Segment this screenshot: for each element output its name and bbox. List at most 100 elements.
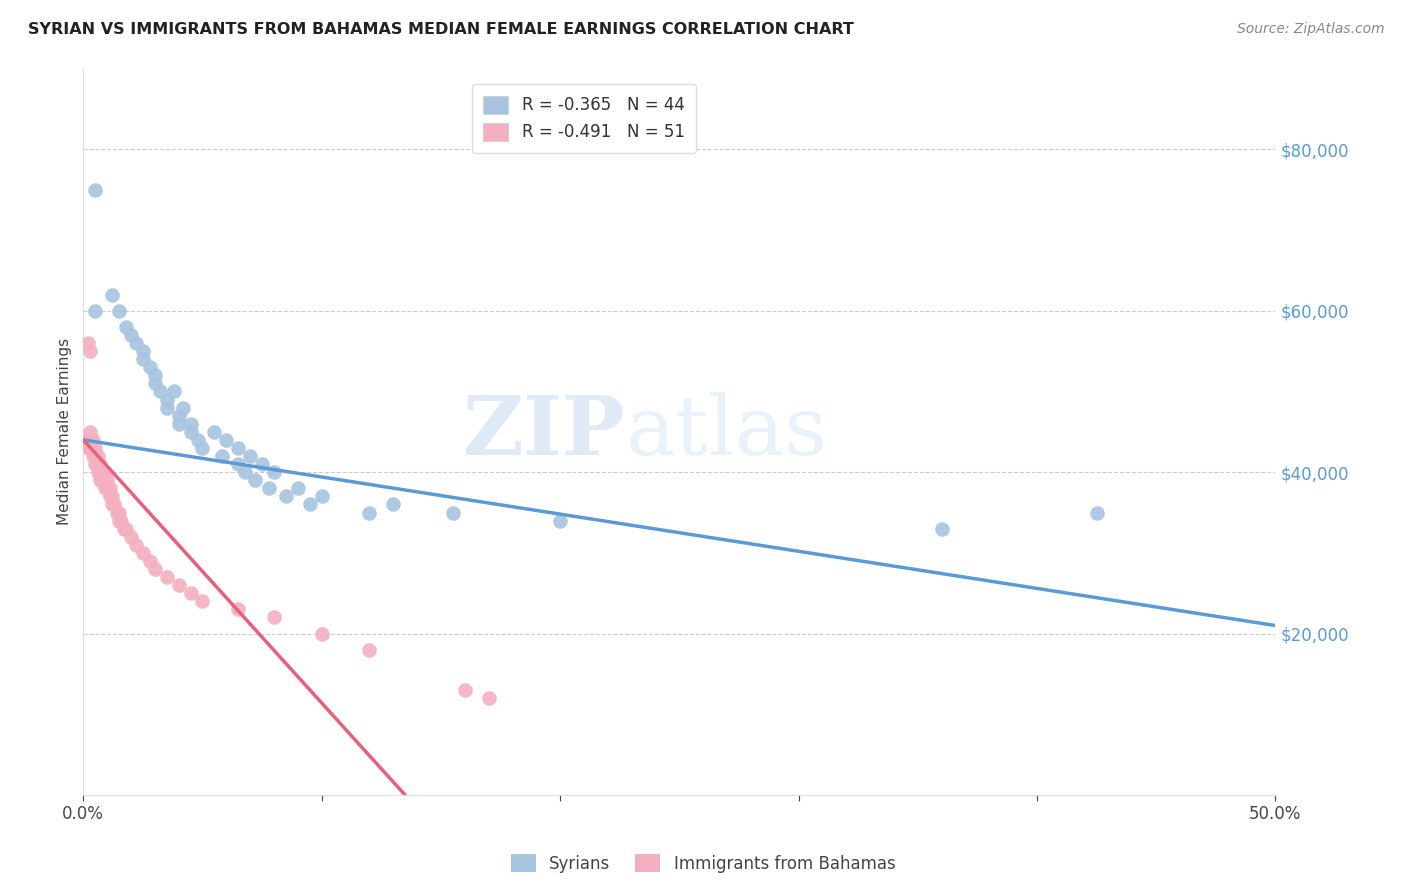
Point [77,441,100,455]
Point [163,384,186,399]
Point [91,473,114,487]
Text: ZIP: ZIP [463,392,626,472]
Point [263,610,285,624]
Point [204,425,226,439]
Point [84,449,107,463]
Point [274,489,297,503]
Point [77,336,100,351]
Point [180,417,202,431]
Point [359,506,381,520]
Point [82,433,104,447]
Point [91,465,114,479]
Point [115,319,138,334]
Point [143,368,166,383]
Point [243,473,266,487]
Point [84,303,107,318]
Point [110,514,132,528]
Point [250,457,273,471]
Point [931,522,953,536]
Point [441,506,464,520]
Point [180,586,202,600]
Point [454,683,477,698]
Text: SYRIAN VS IMMIGRANTS FROM BAHAMAS MEDIAN FEMALE EARNINGS CORRELATION CHART: SYRIAN VS IMMIGRANTS FROM BAHAMAS MEDIAN… [28,22,853,37]
Point [112,522,135,536]
Point [94,481,117,495]
Point [132,546,155,560]
Point [79,433,101,447]
Point [180,425,202,439]
Point [125,538,148,552]
Point [108,303,131,318]
Point [226,441,249,455]
Point [156,570,179,584]
Point [101,489,124,503]
Point [77,433,100,447]
Point [172,401,194,415]
Point [120,530,142,544]
Point [103,498,125,512]
Point [79,441,101,455]
Point [94,465,117,479]
Point [96,473,118,487]
Point [84,441,107,455]
Point [167,417,190,431]
Point [311,489,333,503]
Point [108,506,131,520]
Point [98,489,121,503]
Point [101,498,124,512]
Point [98,481,121,495]
Point [86,465,108,479]
Y-axis label: Median Female Earnings: Median Female Earnings [58,338,72,525]
Point [215,433,238,447]
Text: atlas: atlas [626,392,828,472]
Point [89,457,111,471]
Point [82,441,104,455]
Point [143,376,166,391]
Point [478,691,501,706]
Point [125,336,148,351]
Point [143,562,166,576]
Point [311,626,333,640]
Legend: Syrians, Immigrants from Bahamas: Syrians, Immigrants from Bahamas [503,847,903,880]
Point [167,578,190,592]
Point [120,327,142,342]
Point [79,425,101,439]
Point [149,384,172,399]
Point [156,392,179,407]
Point [382,498,405,512]
Point [89,465,111,479]
Point [79,344,101,359]
Point [132,344,155,359]
Point [191,594,214,608]
Text: Source: ZipAtlas.com: Source: ZipAtlas.com [1237,22,1385,37]
Point [1085,506,1108,520]
Point [359,642,381,657]
Point [82,449,104,463]
Point [84,457,107,471]
Point [287,481,309,495]
Point [132,352,155,367]
Point [211,449,233,463]
Point [226,602,249,616]
Point [96,481,118,495]
Point [263,465,285,479]
Point [115,522,138,536]
Point [86,457,108,471]
Point [548,514,571,528]
Point [235,465,257,479]
Point [239,449,262,463]
Point [86,449,108,463]
Point [89,473,111,487]
Point [108,514,131,528]
Point [259,481,281,495]
Point [101,287,124,301]
Point [105,506,128,520]
Point [167,409,190,423]
Point [187,433,209,447]
Point [84,183,107,197]
Point [191,441,214,455]
Point [298,498,321,512]
Legend: R = -0.365   N = 44, R = -0.491   N = 51: R = -0.365 N = 44, R = -0.491 N = 51 [471,84,696,153]
Point [156,401,179,415]
Point [226,457,249,471]
